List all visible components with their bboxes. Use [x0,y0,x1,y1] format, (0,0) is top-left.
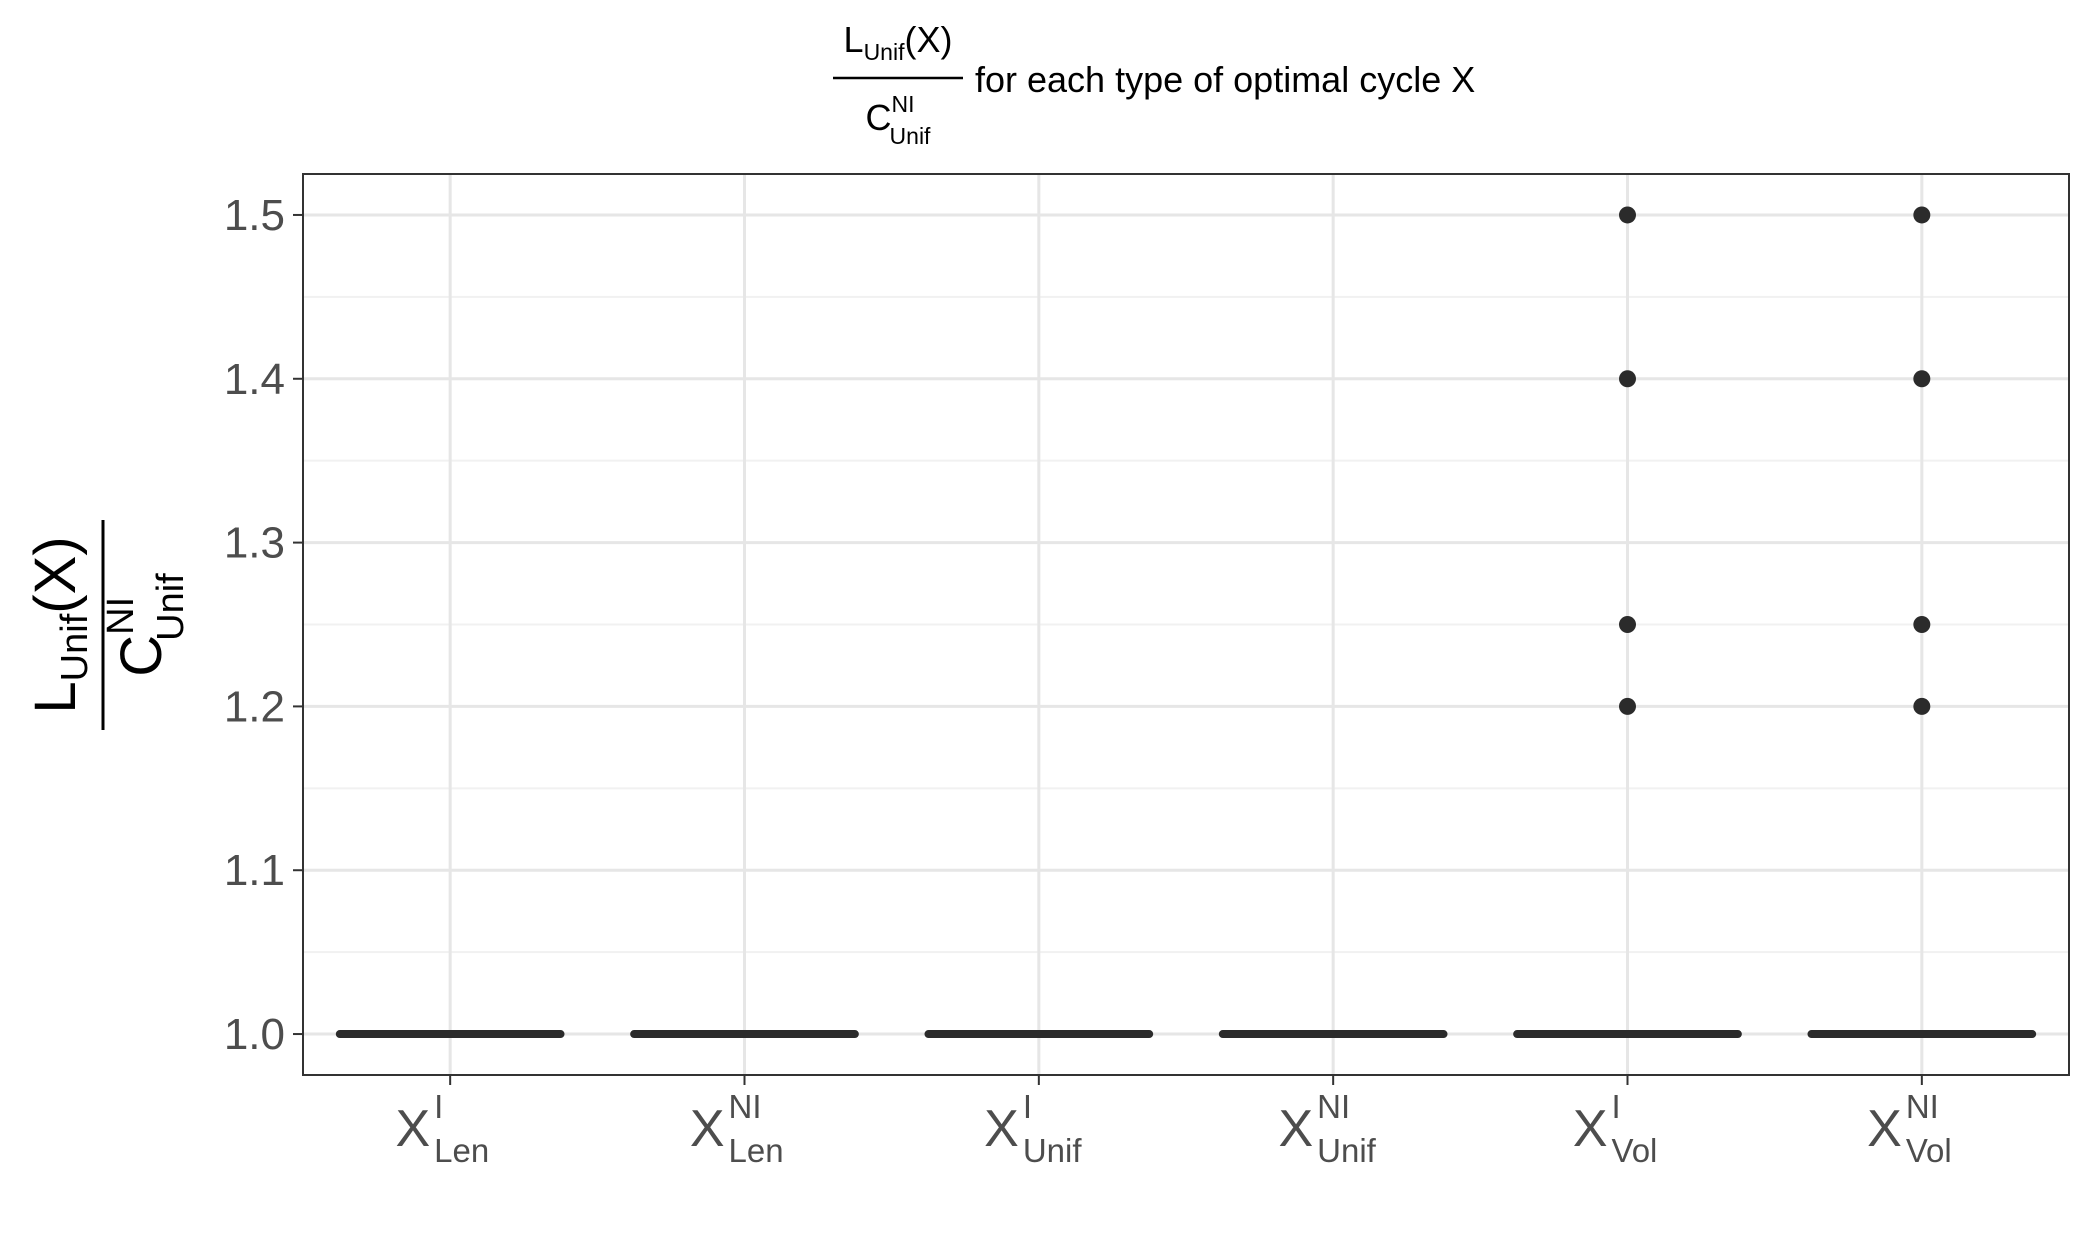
x-tick-label-sub: Unif [1023,1132,1083,1169]
x-tick-label-sup: NI [729,1088,762,1125]
outlier-point [1619,370,1636,388]
panel-border [302,173,2070,1076]
title-numerator-suffix: (X) [904,19,952,60]
outlier-point [1913,370,1931,388]
ylabel-numerator-suffix: (X) [23,536,88,613]
ylabel-numerator-sub: Unif [54,613,96,681]
x-tick-label: X I Len [395,1088,489,1169]
x-tick-label-sub: Unif [1317,1132,1377,1169]
x-tick-label-sub: Len [434,1132,489,1169]
ylabel-denominator-sub: Unif [150,573,192,641]
title-denominator: CNI Unif [866,91,932,149]
outlier-point [1619,616,1636,633]
ylabel-denominator-sup: NI [100,597,142,635]
ylabel-denominator: CNI Unif [100,573,192,677]
outlier-point [1619,697,1636,715]
x-tick-label-sup: I [434,1088,443,1125]
x-tick-label-sup: I [1612,1088,1621,1125]
x-tick-label: X NI Unif [1278,1088,1376,1169]
x-tick-label-base: X [690,1100,725,1158]
y-tick-label: 1.1 [224,846,285,895]
x-tick-label-base: X [1573,1100,1608,1158]
outlier-points [1619,206,1931,715]
y-axis: 1.0 1.1 1.2 1.3 1.4 1.5 [224,191,303,1059]
x-tick-label-base: X [395,1100,430,1158]
x-tick-label-sub: Len [729,1132,784,1169]
title-numerator: LUnif(X) [844,19,953,65]
ylabel-denominator-base: C [109,635,174,677]
x-tick-label-sub: Vol [1612,1132,1658,1169]
x-tick-label-sub: Vol [1906,1132,1952,1169]
x-tick-label-base: X [1278,1100,1313,1158]
x-tick-label-sup: NI [1906,1088,1939,1125]
title-denominator-sub: Unif [890,123,932,149]
title-numerator-sub: Unif [864,39,906,65]
title-denominator-sup: NI [892,91,915,117]
x-tick-label-sup: I [1023,1088,1032,1125]
x-tick-label-base: X [984,1100,1019,1158]
grid-minor [303,295,2069,954]
grid-major [303,213,2069,1036]
title-text: for each type of optimal cycle X [975,59,1475,100]
y-tick-label: 1.2 [224,682,285,731]
outlier-point [1913,697,1931,715]
outlier-point [1913,616,1931,633]
y-axis-label: LUnif(X) CNI Unif [23,520,192,730]
x-tick-label: X NI Vol [1867,1088,1952,1169]
ylabel-numerator-base: L [23,681,88,713]
title-numerator-base: L [844,19,864,60]
y-tick-label: 1.0 [224,1010,285,1059]
ylabel-numerator: LUnif(X) [23,536,96,713]
y-tick-label: 1.3 [224,519,285,568]
x-tick-label: X I Vol [1573,1088,1658,1169]
x-tick-label-sup: NI [1317,1088,1350,1125]
y-tick-label: 1.5 [224,191,285,240]
x-tick-label: X I Unif [984,1088,1082,1169]
outlier-point [1913,206,1931,224]
x-tick-label: X NI Len [690,1088,784,1169]
chart-title: LUnif(X) CNI Unif for each type of optima… [833,19,1475,149]
y-tick-label: 1.4 [224,355,285,404]
title-denominator-base: C [866,97,892,138]
outlier-point [1619,206,1636,224]
x-tick-label-base: X [1867,1100,1902,1158]
